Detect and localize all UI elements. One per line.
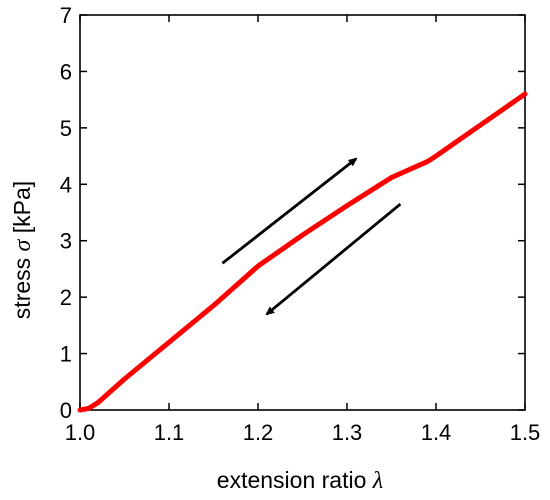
x-tick-label: 1.4 bbox=[421, 420, 452, 445]
plot-frame bbox=[79, 14, 526, 411]
y-axis-symbol: σ bbox=[10, 238, 36, 251]
y-tick-label: 3 bbox=[60, 229, 72, 254]
series-line bbox=[77, 91, 528, 413]
x-tick-label: 1.0 bbox=[65, 420, 96, 445]
y-tick-label: 0 bbox=[60, 398, 72, 423]
annotation-layer bbox=[221, 157, 402, 316]
series-layer bbox=[77, 91, 528, 413]
y-tick-label: 1 bbox=[60, 342, 72, 367]
y-tick-label: 6 bbox=[60, 59, 72, 84]
x-tick-label: 1.1 bbox=[154, 420, 185, 445]
direction-arrow-up-right bbox=[221, 157, 358, 265]
y-tick-label: 5 bbox=[60, 116, 72, 141]
y-axis-label: stress σ [kPa] bbox=[9, 181, 36, 319]
direction-arrow-down-left bbox=[265, 202, 402, 316]
y-tick-label: 4 bbox=[60, 172, 72, 197]
x-tick-label: 1.2 bbox=[243, 420, 274, 445]
x-tick-label: 1.3 bbox=[332, 420, 363, 445]
y-tick-label: 2 bbox=[60, 285, 72, 310]
y-tick-label: 7 bbox=[60, 3, 72, 28]
x-axis-symbol: λ bbox=[372, 468, 383, 494]
x-axis-label: extension ratio λ bbox=[217, 467, 383, 494]
x-tick-label: 1.5 bbox=[510, 420, 541, 445]
axis-ticks: 1.0 1.1 1.2 1.3 1.4 1.5 0 1 2 3 4 5 6 7 bbox=[60, 3, 541, 445]
